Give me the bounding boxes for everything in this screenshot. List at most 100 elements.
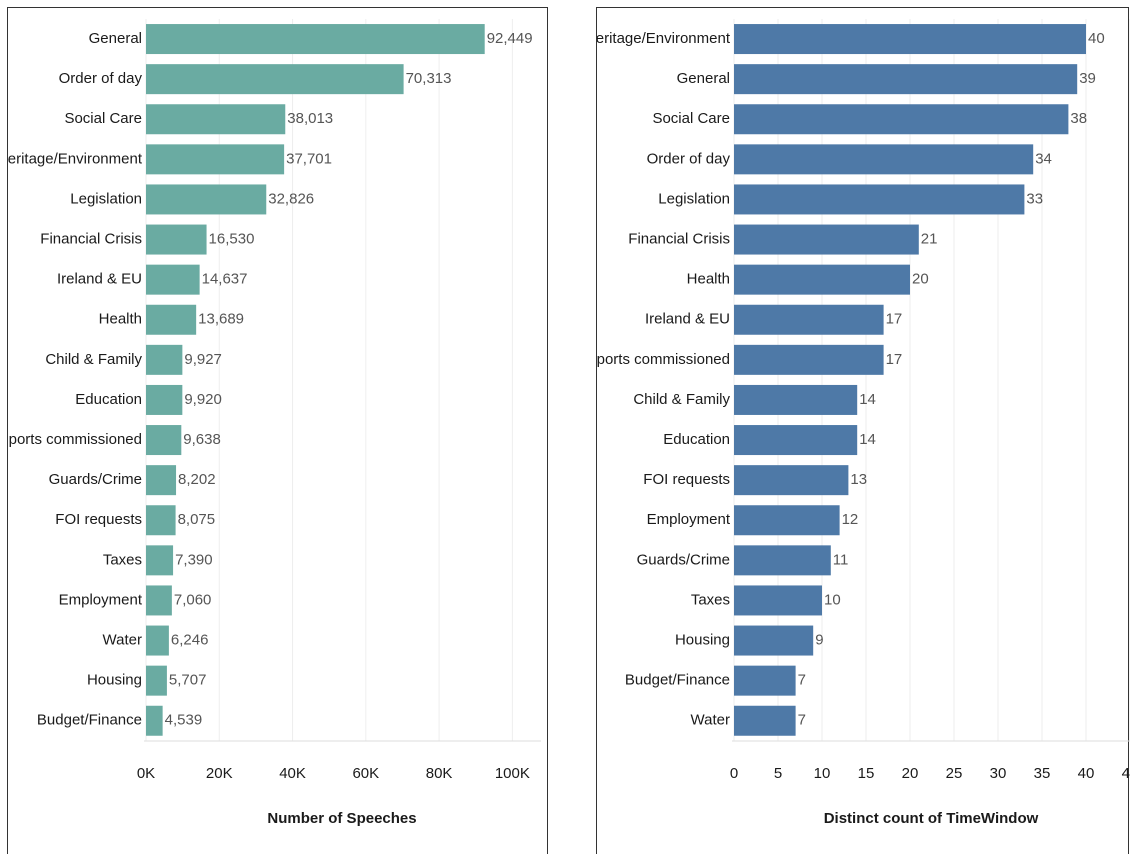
value-label-ireland-eu: 14,637 (202, 271, 248, 288)
value-label-child-family: 9,927 (184, 351, 222, 368)
bar-child-family (146, 344, 183, 375)
value-label-housing: 9 (815, 632, 823, 649)
value-label-financial-crisis: 21 (921, 231, 938, 248)
category-label-foi-requests: FOI requests (55, 511, 142, 528)
x-tick-label-3: 60K (352, 765, 379, 782)
category-label-budget-finance: Budget/Finance (625, 672, 730, 689)
bar-housing (146, 665, 167, 696)
bar-order-of-day (734, 144, 1034, 175)
bar-financial-crisis (734, 224, 919, 255)
category-label-guards-crime: Guards/Crime (49, 471, 142, 488)
category-label-general: General (677, 70, 730, 87)
x-tick-label-5: 100K (495, 765, 530, 782)
bar-financial-crisis (146, 224, 207, 255)
x-tick-label-0: 0K (137, 765, 155, 782)
value-label-housing: 5,707 (169, 672, 207, 689)
bar-taxes (734, 585, 822, 616)
category-label-heritage-environment: Heritage/Environment (8, 150, 143, 167)
category-label-financial-crisis: Financial Crisis (40, 231, 142, 248)
bar-social-care (734, 104, 1069, 135)
x-tick-label-6: 30 (990, 765, 1007, 782)
category-label-taxes: Taxes (691, 591, 730, 608)
bar-reports-commissioned (146, 425, 182, 456)
bar-social-care (146, 104, 286, 135)
value-label-budget-finance: 7 (798, 672, 806, 689)
category-label-employment: Employment (59, 591, 143, 608)
value-label-heritage-environment: 37,701 (286, 150, 332, 167)
bar-foi-requests (734, 465, 849, 496)
x-axis-title: Distinct count of TimeWindow (824, 810, 1039, 827)
category-label-child-family: Child & Family (633, 391, 730, 408)
value-label-legislation: 32,826 (268, 190, 314, 207)
x-tick-label-5: 25 (946, 765, 963, 782)
category-label-reports-commissioned: Reports commissioned (8, 431, 142, 448)
value-label-social-care: 38,013 (287, 110, 333, 127)
category-label-ireland-eu: Ireland & EU (57, 271, 142, 288)
category-label-guards-crime: Guards/Crime (637, 551, 730, 568)
category-label-order-of-day: Order of day (647, 150, 731, 167)
category-label-social-care: Social Care (64, 110, 142, 127)
bar-legislation (734, 184, 1025, 215)
category-label-legislation: Legislation (658, 190, 730, 207)
value-label-general: 92,449 (487, 30, 533, 47)
x-axis-title: Number of Speeches (267, 810, 416, 827)
bar-health (146, 304, 197, 335)
bar-guards-crime (734, 545, 831, 576)
category-label-employment: Employment (647, 511, 731, 528)
category-label-order-of-day: Order of day (59, 70, 143, 87)
category-label-health: Health (687, 271, 730, 288)
value-label-legislation: 33 (1026, 190, 1043, 207)
x-tick-label-7: 35 (1034, 765, 1051, 782)
bar-general (146, 24, 485, 55)
value-label-guards-crime: 8,202 (178, 471, 216, 488)
category-label-general: General (89, 30, 142, 47)
value-label-reports-commissioned: 17 (886, 351, 903, 368)
category-label-foi-requests: FOI requests (643, 471, 730, 488)
category-label-water: Water (103, 632, 142, 649)
bar-taxes (146, 545, 174, 576)
bar-employment (146, 585, 172, 616)
category-label-ireland-eu: Ireland & EU (645, 311, 730, 328)
bar-child-family (734, 384, 858, 415)
category-label-education: Education (663, 431, 730, 448)
bar-education (734, 425, 858, 456)
value-label-foi-requests: 8,075 (178, 511, 216, 528)
value-label-water: 6,246 (171, 632, 209, 649)
x-tick-label-2: 10 (814, 765, 831, 782)
category-label-reports-commissioned: Reports commissioned (597, 351, 730, 368)
x-tick-label-0: 0 (730, 765, 738, 782)
category-label-financial-crisis: Financial Crisis (628, 231, 730, 248)
value-label-employment: 12 (842, 511, 859, 528)
bar-reports-commissioned (734, 344, 884, 375)
x-tick-label-2: 40K (279, 765, 306, 782)
timewindow-bar-chart: Heritage/Environment 40 General 39 Social Ca… (597, 19, 1130, 827)
bar-water (734, 705, 796, 736)
x-tick-label-3: 15 (858, 765, 875, 782)
bar-guards-crime (146, 465, 177, 496)
bar-budget-finance (146, 705, 163, 736)
right-chart-panel: Heritage/Environment 40 General 39 Social Ca… (596, 7, 1130, 854)
category-label-heritage-environment: Heritage/Environment (597, 30, 731, 47)
value-label-financial-crisis: 16,530 (209, 231, 255, 248)
bar-health (734, 264, 910, 295)
bar-heritage-environment (734, 24, 1086, 55)
speeches-bar-chart: General 92,449 Order of day 70,313 Social Ca… (8, 19, 541, 827)
category-label-water: Water (691, 712, 730, 729)
category-label-health: Health (99, 311, 142, 328)
bar-budget-finance (734, 665, 796, 696)
bar-order-of-day (146, 64, 404, 95)
bar-water (146, 625, 169, 656)
value-label-ireland-eu: 17 (886, 311, 903, 328)
category-label-social-care: Social Care (652, 110, 730, 127)
bar-education (146, 384, 183, 415)
x-tick-label-9: 45 (1122, 765, 1130, 782)
category-label-housing: Housing (87, 672, 142, 689)
value-label-health: 13,689 (198, 311, 244, 328)
bar-heritage-environment (146, 144, 285, 175)
value-label-order-of-day: 70,313 (406, 70, 452, 87)
value-label-social-care: 38 (1070, 110, 1087, 127)
x-tick-label-1: 5 (774, 765, 782, 782)
bar-legislation (146, 184, 267, 215)
value-label-general: 39 (1079, 70, 1096, 87)
category-label-education: Education (75, 391, 142, 408)
